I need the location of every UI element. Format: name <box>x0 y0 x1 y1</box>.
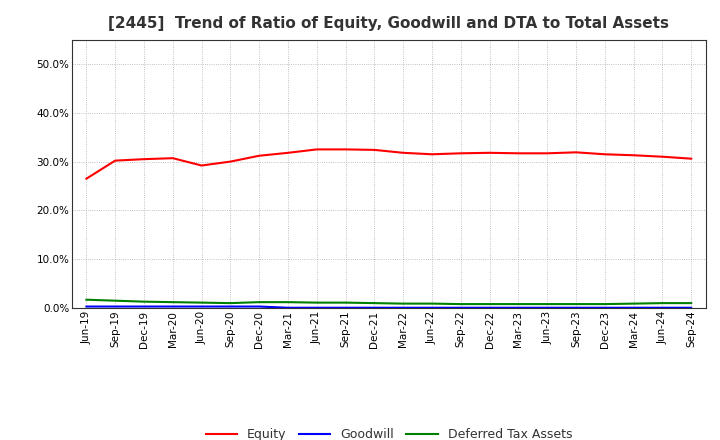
Goodwill <box>82 304 91 309</box>
Deferred Tax Assets <box>514 301 523 307</box>
Equity <box>370 147 379 153</box>
Deferred Tax Assets <box>543 301 552 307</box>
Goodwill <box>168 304 177 309</box>
Goodwill <box>312 305 321 310</box>
Equity <box>111 158 120 163</box>
Equity <box>456 150 465 156</box>
Goodwill <box>341 305 350 310</box>
Equity <box>687 156 696 161</box>
Deferred Tax Assets <box>572 301 580 307</box>
Line: Deferred Tax Assets: Deferred Tax Assets <box>86 300 691 304</box>
Legend: Equity, Goodwill, Deferred Tax Assets: Equity, Goodwill, Deferred Tax Assets <box>205 428 572 440</box>
Equity <box>82 176 91 181</box>
Deferred Tax Assets <box>428 301 436 306</box>
Equity <box>543 150 552 156</box>
Equity <box>312 147 321 152</box>
Deferred Tax Assets <box>82 297 91 302</box>
Deferred Tax Assets <box>168 300 177 305</box>
Goodwill <box>140 304 148 309</box>
Equity <box>399 150 408 155</box>
Equity <box>658 154 667 159</box>
Deferred Tax Assets <box>399 301 408 306</box>
Equity <box>168 156 177 161</box>
Equity <box>629 153 638 158</box>
Goodwill <box>284 305 292 310</box>
Deferred Tax Assets <box>485 301 494 307</box>
Goodwill <box>226 304 235 309</box>
Deferred Tax Assets <box>370 301 379 306</box>
Goodwill <box>111 304 120 309</box>
Equity <box>428 152 436 157</box>
Deferred Tax Assets <box>341 300 350 305</box>
Line: Equity: Equity <box>86 150 691 179</box>
Equity <box>514 150 523 156</box>
Title: [2445]  Trend of Ratio of Equity, Goodwill and DTA to Total Assets: [2445] Trend of Ratio of Equity, Goodwil… <box>108 16 670 32</box>
Equity <box>284 150 292 155</box>
Equity <box>485 150 494 155</box>
Deferred Tax Assets <box>629 301 638 306</box>
Goodwill <box>197 304 206 309</box>
Deferred Tax Assets <box>284 300 292 305</box>
Deferred Tax Assets <box>140 299 148 304</box>
Goodwill <box>428 305 436 310</box>
Goodwill <box>255 304 264 309</box>
Goodwill <box>399 305 408 310</box>
Goodwill <box>485 305 494 310</box>
Goodwill <box>600 305 609 310</box>
Deferred Tax Assets <box>226 301 235 306</box>
Equity <box>572 150 580 155</box>
Goodwill <box>572 305 580 310</box>
Goodwill <box>543 305 552 310</box>
Equity <box>341 147 350 152</box>
Goodwill <box>370 305 379 310</box>
Deferred Tax Assets <box>687 301 696 306</box>
Deferred Tax Assets <box>658 301 667 306</box>
Equity <box>197 163 206 168</box>
Deferred Tax Assets <box>312 300 321 305</box>
Deferred Tax Assets <box>600 301 609 307</box>
Goodwill <box>658 305 667 310</box>
Equity <box>600 152 609 157</box>
Equity <box>255 153 264 158</box>
Deferred Tax Assets <box>456 301 465 307</box>
Equity <box>140 157 148 162</box>
Deferred Tax Assets <box>255 300 264 305</box>
Line: Goodwill: Goodwill <box>86 307 691 308</box>
Goodwill <box>629 305 638 310</box>
Goodwill <box>514 305 523 310</box>
Goodwill <box>456 305 465 310</box>
Equity <box>226 159 235 164</box>
Goodwill <box>687 305 696 310</box>
Deferred Tax Assets <box>111 298 120 303</box>
Deferred Tax Assets <box>197 300 206 305</box>
